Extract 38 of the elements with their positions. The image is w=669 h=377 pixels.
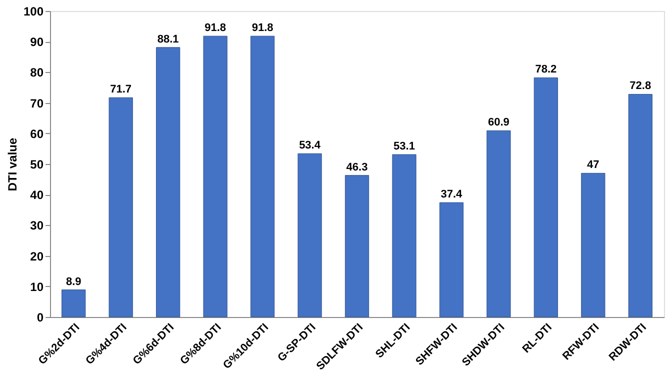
y-tick-label: 30 [30, 218, 44, 233]
bar [439, 202, 464, 318]
bar [250, 36, 275, 318]
bar [156, 47, 180, 318]
bar [62, 290, 86, 318]
data-label: 91.8 [204, 22, 226, 34]
bar [344, 175, 370, 318]
bar [203, 36, 228, 318]
data-label: 8.9 [66, 276, 82, 288]
data-label: 88.1 [157, 33, 179, 46]
bar [628, 94, 652, 318]
y-tick-label: 0 [36, 310, 44, 324]
y-tick-label: 70 [30, 96, 44, 110]
y-tick-label: 60 [30, 126, 44, 141]
bar [108, 97, 133, 318]
y-tick-label: 20 [30, 249, 44, 264]
data-label: 72.8 [630, 80, 652, 92]
data-label: 37.4 [440, 188, 464, 201]
data-label: 46.3 [346, 161, 368, 174]
data-label: 71.7 [110, 84, 132, 96]
bar [392, 154, 416, 318]
y-tick-label: 80 [30, 66, 44, 80]
y-tick-label: 90 [30, 35, 44, 50]
y-axis-title: DTI value [5, 138, 20, 192]
data-label: 53.4 [299, 140, 322, 152]
bar [298, 153, 322, 318]
bar [486, 130, 511, 318]
bar [534, 77, 558, 318]
data-label: 47 [587, 159, 600, 172]
bar [581, 172, 606, 318]
y-tick-label: 10 [30, 280, 44, 294]
y-tick-label: 50 [30, 158, 44, 172]
data-label: 78.2 [535, 64, 557, 76]
y-tick-label: 40 [30, 188, 44, 202]
data-label: 53.1 [394, 140, 415, 153]
data-label: 91.8 [252, 22, 274, 34]
y-tick-label: 100 [23, 4, 44, 18]
data-label: 60.9 [488, 116, 510, 129]
